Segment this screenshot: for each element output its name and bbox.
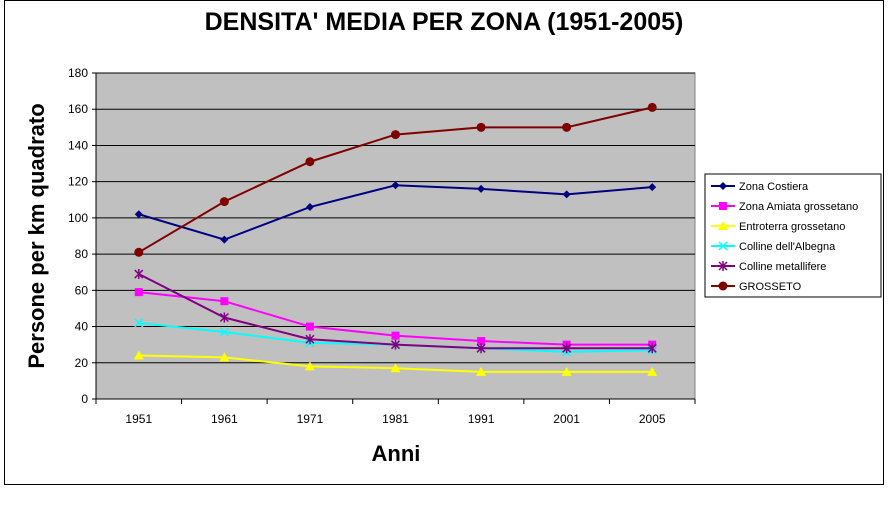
legend-marker <box>718 241 728 251</box>
y-tick-label: 100 <box>68 211 88 225</box>
legend-entry: GROSSETO <box>711 281 802 293</box>
legend: Zona Costiera Zona Amiata grossetano Entro… <box>704 173 882 298</box>
legend-box <box>704 173 882 298</box>
data-point <box>561 366 572 376</box>
legend-entry: Colline metallifere <box>711 261 826 273</box>
series-5 <box>134 102 657 257</box>
legend-marker <box>718 261 728 271</box>
data-point <box>219 312 229 323</box>
y-tick-label: 0 <box>81 392 88 406</box>
data-point <box>562 122 572 132</box>
x-tick-label: 1991 <box>468 412 495 426</box>
data-point <box>390 339 401 350</box>
data-point <box>133 350 144 360</box>
legend-marker <box>719 182 727 190</box>
x-axis-title: Anni <box>372 441 421 466</box>
data-point <box>134 288 143 297</box>
data-point <box>305 334 315 345</box>
data-point <box>304 361 315 371</box>
y-tick-label: 160 <box>68 102 88 116</box>
data-point <box>305 157 315 167</box>
legend-entry: Entroterra grossetano <box>711 221 845 233</box>
y-tick-label: 40 <box>75 320 89 334</box>
series-4 <box>134 269 657 354</box>
series-0 <box>134 181 657 244</box>
y-axis-title: Persone per km quadrato <box>24 103 49 368</box>
legend-label: Colline dell'Albegna <box>739 241 836 253</box>
legend-marker <box>718 281 728 291</box>
data-point <box>305 203 314 212</box>
legend-entry: Zona Amiata grossetano <box>711 201 858 213</box>
legend-label: Zona Amiata grossetano <box>739 201 858 213</box>
legend-label: Zona Costiera <box>739 181 809 193</box>
data-point <box>647 366 658 376</box>
x-tick-label: 1961 <box>211 412 238 426</box>
data-point <box>220 235 229 244</box>
data-point <box>648 183 657 192</box>
legend-marker <box>718 221 728 230</box>
data-point <box>391 130 400 140</box>
x-tick-label: 2001 <box>553 412 580 426</box>
y-tick-label: 20 <box>75 356 89 370</box>
data-point <box>477 184 486 193</box>
data-point <box>476 343 486 354</box>
y-tick-label: 80 <box>75 247 89 261</box>
data-point <box>477 337 486 346</box>
legend-label: Entroterra grossetano <box>739 221 845 233</box>
x-tick-label: 1971 <box>297 412 324 426</box>
legend-label: Colline metallifere <box>739 261 826 273</box>
x-tick-labels: 1951 1961 1971 1981 1991 2001 2005 <box>125 412 665 426</box>
data-point <box>219 197 229 207</box>
legend-label: GROSSETO <box>739 281 802 293</box>
x-tick-label: 1951 <box>125 412 152 426</box>
legend-entry: Colline dell'Albegna <box>711 241 836 253</box>
y-tick-label: 60 <box>75 283 89 297</box>
series-2 <box>133 350 658 376</box>
data-point <box>476 366 487 376</box>
data-point <box>647 343 657 354</box>
data-point <box>391 181 400 190</box>
data-point <box>134 269 144 280</box>
data-point <box>134 318 144 328</box>
y-tick-label: 180 <box>68 66 88 80</box>
x-tick-label: 2005 <box>639 412 666 426</box>
data-point <box>647 102 657 112</box>
data-point <box>391 331 400 340</box>
x-tick-label: 1981 <box>382 412 409 426</box>
legend-marker <box>719 202 727 210</box>
axes <box>92 72 696 404</box>
data-point <box>390 363 401 373</box>
legend-entry: Zona Costiera <box>711 181 809 193</box>
data-point <box>220 297 229 306</box>
data-point <box>134 210 143 219</box>
y-tick-label: 140 <box>68 138 88 152</box>
data-point <box>134 247 144 257</box>
y-tick-labels: 0 20 40 60 80 100 120 140 160 180 <box>68 66 88 406</box>
chart-title: DENSITA' MEDIA PER ZONA (1951-2005) <box>205 8 684 36</box>
y-tick-label: 120 <box>68 175 88 189</box>
data-point <box>305 322 314 331</box>
data-point <box>562 343 572 354</box>
data-point <box>476 122 486 132</box>
data-point <box>219 327 229 337</box>
data-point <box>219 352 230 362</box>
data-point <box>562 190 571 199</box>
series-lines <box>133 102 658 376</box>
